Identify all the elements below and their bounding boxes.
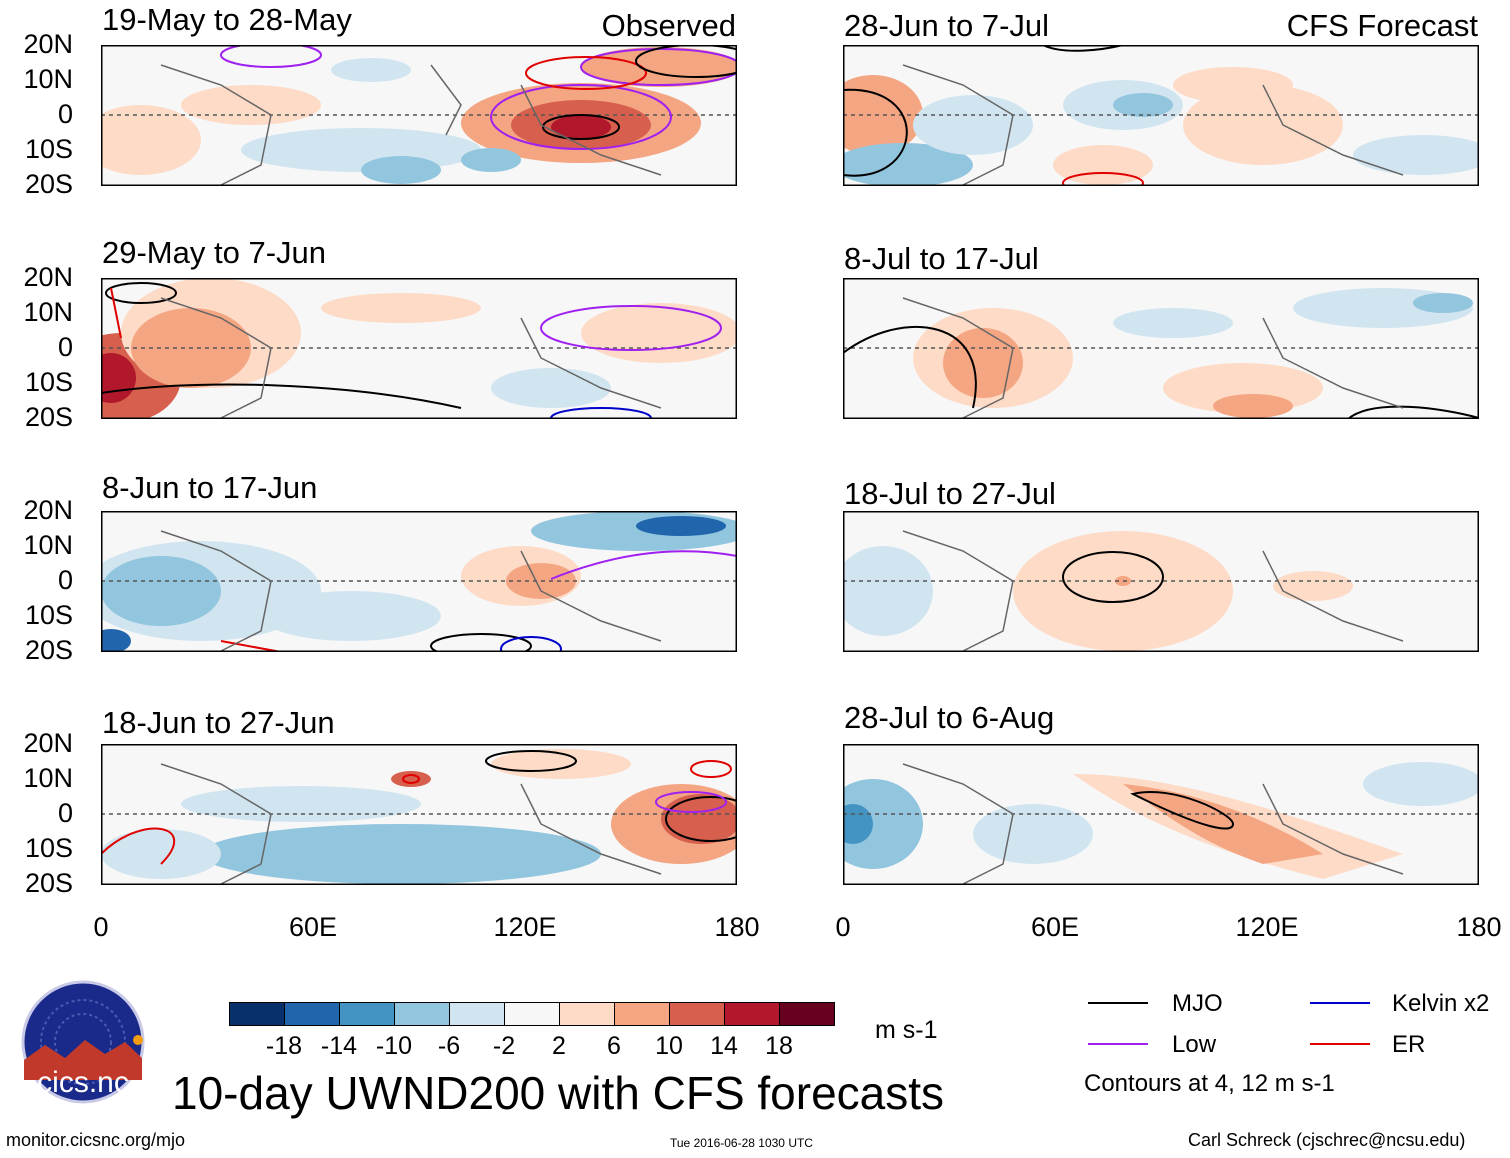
panel-title: 19-May to 28-May bbox=[102, 2, 352, 37]
kelvin-legend-line bbox=[1310, 1002, 1370, 1004]
map-panel-forecast-1 bbox=[843, 45, 1479, 186]
panel-title: 8-Jul to 17-Jul bbox=[844, 241, 1039, 276]
map-panel-forecast-2 bbox=[843, 278, 1479, 419]
panel-title: 18-Jul to 27-Jul bbox=[844, 476, 1056, 511]
colorbar-cell bbox=[724, 1002, 780, 1026]
mjo-legend-label: MJO bbox=[1172, 990, 1223, 1017]
lon-label-left-0: 0 bbox=[93, 912, 109, 942]
cfs-forecast-label: CFS Forecast bbox=[1286, 8, 1478, 43]
lat-label: 0 bbox=[57, 332, 73, 362]
colorbar-cell bbox=[504, 1002, 560, 1026]
colorbar-tick-label: -10 bbox=[375, 1032, 413, 1060]
map-panel-observed-4 bbox=[101, 744, 737, 885]
lat-label: 0 bbox=[57, 99, 73, 129]
colorbar-cell bbox=[779, 1002, 835, 1026]
lat-label: 10S bbox=[24, 833, 73, 863]
colorbar-cell bbox=[559, 1002, 615, 1026]
colorbar-units: m s-1 bbox=[875, 1016, 938, 1044]
colorbar-cell bbox=[449, 1002, 505, 1026]
colorbar-tick-label: -14 bbox=[320, 1032, 358, 1060]
lat-label: 20S bbox=[24, 402, 73, 432]
lon-label-left-180: 180 bbox=[714, 912, 760, 942]
low-legend-label: Low bbox=[1172, 1031, 1217, 1058]
lon-label-right-120e: 120E bbox=[1235, 912, 1299, 942]
lat-label: 20N bbox=[23, 29, 73, 59]
colorbar-tick-label: 6 bbox=[607, 1032, 621, 1060]
map-panel-observed-2 bbox=[101, 278, 737, 419]
colorbar-cell bbox=[669, 1002, 725, 1026]
lat-label: 0 bbox=[57, 565, 73, 595]
map-panel-forecast-4 bbox=[843, 744, 1479, 885]
colorbar-tick-label: 2 bbox=[552, 1032, 566, 1060]
kelvin-legend-label: Kelvin x2 bbox=[1392, 990, 1490, 1017]
colorbar-tick-label: -2 bbox=[492, 1032, 516, 1060]
main-title: 10-day UWND200 with CFS forecasts bbox=[172, 1067, 945, 1119]
lat-label: 20N bbox=[23, 728, 73, 758]
lat-label: 20S bbox=[24, 169, 73, 199]
panel-title: 18-Jun to 27-Jun bbox=[102, 705, 335, 740]
observed-label: Observed bbox=[601, 8, 736, 43]
colorbar-tick-label: -18 bbox=[265, 1032, 303, 1060]
lat-label: 10S bbox=[24, 367, 73, 397]
panel-title: 28-Jun to 7-Jul bbox=[844, 8, 1050, 43]
lon-label-right-0: 0 bbox=[835, 912, 851, 942]
footer-url[interactable]: monitor.cicsnc.org/mjo bbox=[6, 1130, 186, 1150]
lat-label: 0 bbox=[57, 798, 73, 828]
map-panel-observed-3 bbox=[101, 511, 737, 652]
colorbar-tick-label: -6 bbox=[437, 1032, 461, 1060]
map-panel-observed-1 bbox=[101, 45, 737, 186]
er-legend-label: ER bbox=[1392, 1031, 1426, 1058]
colorbar-tick-label: 14 bbox=[710, 1032, 738, 1060]
lat-label: 10N bbox=[23, 64, 73, 94]
lat-label: 10S bbox=[24, 600, 73, 630]
panel-title: 28-Jul to 6-Aug bbox=[844, 700, 1055, 735]
map-panel-forecast-3 bbox=[843, 511, 1479, 652]
colorbar-cell bbox=[229, 1002, 285, 1026]
footer-timestamp: Tue 2016-06-28 1030 UTC bbox=[670, 1136, 813, 1150]
lat-label: 20S bbox=[24, 635, 73, 665]
colorbar-tick-label: 10 bbox=[655, 1032, 683, 1060]
lat-label: 10N bbox=[23, 530, 73, 560]
lat-label: 10N bbox=[23, 297, 73, 327]
lon-label-right-180: 180 bbox=[1456, 912, 1502, 942]
colorbar-tick-label: 18 bbox=[765, 1032, 793, 1060]
colorbar-cell bbox=[614, 1002, 670, 1026]
lon-label-left-120e: 120E bbox=[493, 912, 557, 942]
mjo-legend-line bbox=[1088, 1002, 1148, 1004]
lon-label-left-60e: 60E bbox=[288, 912, 338, 942]
cics-logo: cics.nc bbox=[10, 980, 156, 1104]
lat-label: 20N bbox=[23, 262, 73, 292]
colorbar-cell bbox=[284, 1002, 340, 1026]
lat-label: 10N bbox=[23, 763, 73, 793]
footer-author: Carl Schreck (cjschrec@ncsu.edu) bbox=[1188, 1130, 1466, 1150]
logo-text: cics.nc bbox=[37, 1066, 129, 1099]
lat-label: 20S bbox=[24, 868, 73, 898]
er-legend-line bbox=[1310, 1043, 1370, 1045]
contours-note: Contours at 4, 12 m s-1 bbox=[1084, 1070, 1335, 1097]
panel-title: 29-May to 7-Jun bbox=[102, 235, 326, 270]
lat-label: 20N bbox=[23, 495, 73, 525]
lat-label: 10S bbox=[24, 134, 73, 164]
lon-label-right-60e: 60E bbox=[1030, 912, 1080, 942]
low-legend-line bbox=[1088, 1043, 1148, 1045]
colorbar-cell bbox=[339, 1002, 395, 1026]
colorbar-cell bbox=[394, 1002, 450, 1026]
panel-title: 8-Jun to 17-Jun bbox=[102, 470, 318, 505]
